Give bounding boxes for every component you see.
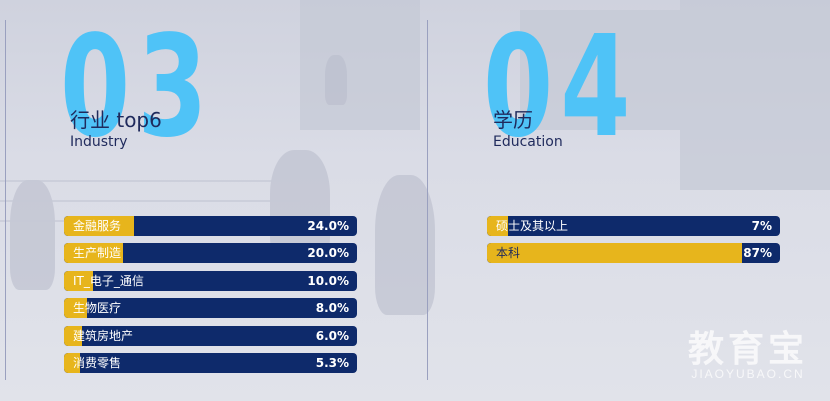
industry-bar-fill <box>64 270 94 291</box>
industry-bar-row: 消费零售 5.3% <box>64 353 357 373</box>
industry-subtitle: Industry <box>70 134 128 150</box>
industry-bar-label: 生产制造 <box>73 246 122 261</box>
industry-bar-value: 20.0% <box>307 246 349 261</box>
education-bar-value: 7% <box>751 219 772 233</box>
left-divider <box>5 20 6 380</box>
industry-bar-fill <box>64 298 88 319</box>
watermark-brand: 教育宝 <box>687 328 808 369</box>
education-bar-fill <box>487 243 742 263</box>
industry-bar-row: IT_电子_通信 10.0% <box>64 270 357 291</box>
industry-bar-row: 生物医疗 8.0% <box>64 298 357 319</box>
center-divider <box>427 20 428 380</box>
education-bar-fill <box>487 216 508 236</box>
education-bar-row: 硕士及其以上 7% <box>487 216 780 236</box>
industry-bar-value: 10.0% <box>307 273 349 288</box>
industry-bar-fill <box>64 243 123 264</box>
industry-bar-value: 5.3% <box>315 356 349 370</box>
industry-bar-row: 建筑房地产 6.0% <box>64 325 357 346</box>
industry-bar-fill <box>64 216 135 236</box>
education-subtitle: Education <box>493 134 563 150</box>
industry-bar-label: 消费零售 <box>73 356 122 370</box>
industry-bar-label: 生物医疗 <box>73 301 122 316</box>
industry-title: 行业 top6 <box>70 108 162 132</box>
section-number-04: 04 <box>483 6 638 169</box>
education-title: 学历 <box>493 108 533 132</box>
education-bar-label: 本科 <box>496 246 521 260</box>
education-bar-value: 87% <box>743 246 772 260</box>
industry-bar-value: 24.0% <box>307 219 349 233</box>
watermark-domain: JIAOYUBAO.CN <box>691 367 805 381</box>
industry-bar-label: 建筑房地产 <box>73 328 134 343</box>
industry-bar-row: 生产制造 20.0% <box>64 243 357 264</box>
industry-bar-value: 6.0% <box>315 328 349 343</box>
industry-bar-value: 8.0% <box>315 301 349 316</box>
section-number-03: 03 <box>60 6 215 169</box>
industry-bar-label: 金融服务 <box>73 219 122 233</box>
industry-bar-row: 金融服务 24.0% <box>64 216 357 236</box>
industry-bar-fill <box>64 325 82 346</box>
education-bar-row: 本科 87% <box>487 243 780 263</box>
watermark-logo: 教育宝 JIAOYUBAO.CN <box>687 328 808 382</box>
education-bar-label: 硕士及其以上 <box>496 219 569 233</box>
industry-bar-label: IT_电子_通信 <box>73 273 144 288</box>
industry-bar-fill <box>64 353 80 373</box>
